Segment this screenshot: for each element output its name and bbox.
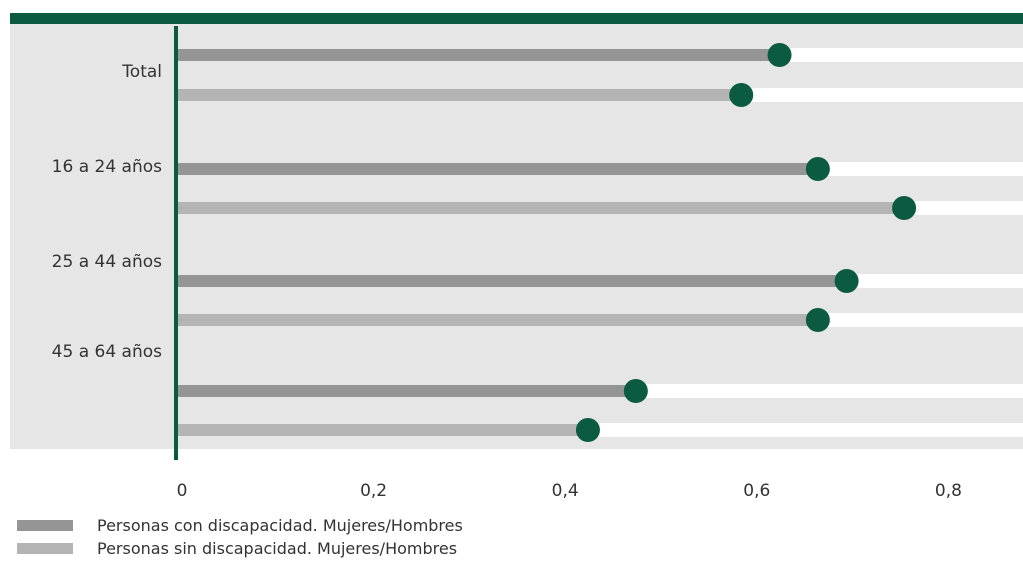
dot-sin-4 — [575, 418, 600, 442]
category-label-2: 16 a 24 años — [52, 157, 162, 177]
legend-swatch-con — [17, 519, 73, 531]
row-remainder-7 — [635, 384, 1023, 398]
category-label-1: Total — [121, 62, 162, 82]
dot-con-4 — [623, 379, 648, 403]
row-remainder-6 — [817, 313, 1023, 327]
category-label-4: 45 a 64 años — [52, 342, 162, 362]
x-tick-label-3: 0,4 — [552, 481, 579, 501]
legend-label-con: Personas con discapacidad. Mujeres/Hombr… — [97, 515, 463, 535]
row-remainder-5 — [846, 274, 1023, 288]
dot-con-3 — [834, 269, 859, 293]
bar-con-3 — [176, 275, 847, 287]
row-remainder-8 — [587, 423, 1023, 437]
bar-con-2 — [176, 163, 818, 175]
bar-sin-2 — [176, 202, 905, 214]
dot-sin-1 — [729, 83, 754, 107]
bar-sin-1 — [176, 89, 742, 101]
x-tick-label-4: 0,6 — [743, 481, 770, 501]
row-remainder-3 — [817, 162, 1023, 176]
bar-sin-3 — [176, 314, 818, 326]
header-band — [10, 13, 1023, 24]
legend: Personas con discapacidad. Mujeres/Hombr… — [17, 514, 717, 560]
dot-sin-2 — [892, 196, 917, 220]
row-remainder-2 — [741, 88, 1023, 102]
bar-con-4 — [176, 385, 636, 397]
row-remainder-1 — [779, 48, 1023, 62]
legend-swatch-sin — [17, 542, 73, 554]
dot-con-1 — [767, 43, 792, 67]
lollipop-chart: Total 16 a 24 años 25 a 44 años 45 a 64 año… — [10, 24, 1023, 501]
bar-sin-4 — [176, 424, 588, 436]
x-tick-label-5: 0,8 — [935, 481, 962, 501]
legend-item-con: Personas con discapacidad. Mujeres/Hombr… — [17, 514, 463, 536]
x-tick-label-1: 0 — [177, 481, 188, 501]
legend-label-sin: Personas sin discapacidad. Mujeres/Hombr… — [97, 538, 458, 558]
dot-sin-3 — [805, 308, 830, 332]
dot-con-2 — [805, 157, 830, 181]
bar-con-1 — [176, 49, 780, 61]
row-remainder-4 — [904, 201, 1023, 215]
y-axis-line — [174, 26, 178, 460]
category-label-3: 25 a 44 años — [52, 252, 162, 272]
legend-item-sin: Personas sin discapacidad. Mujeres/Hombr… — [17, 537, 457, 559]
x-tick-label-2: 0,2 — [360, 481, 387, 501]
